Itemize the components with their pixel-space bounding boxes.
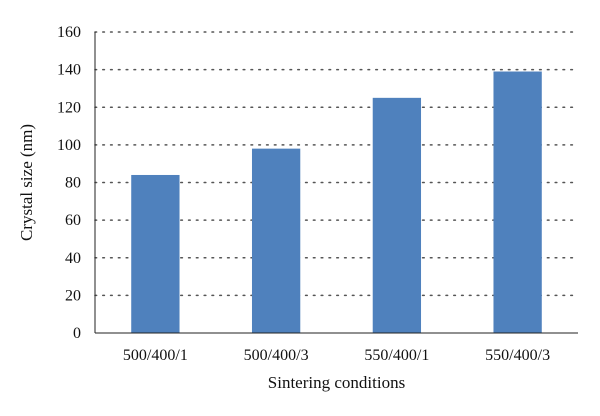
x-tick-label: 550/400/3 (485, 347, 550, 364)
x-tick-label: 550/400/1 (364, 347, 429, 364)
y-tick-label: 140 (57, 62, 81, 79)
bar (131, 174, 180, 333)
bars (131, 71, 542, 333)
y-tick-label: 0 (73, 325, 81, 342)
bar (493, 71, 542, 333)
y-tick-label: 160 (57, 24, 81, 41)
y-tick-label: 120 (57, 99, 81, 116)
x-axis-title: Sintering conditions (268, 373, 405, 392)
x-tick-label: 500/400/1 (123, 347, 188, 364)
x-tick-label: 500/400/3 (244, 347, 309, 364)
bar (372, 97, 422, 333)
y-tick-label: 80 (65, 175, 81, 192)
y-tick-labels: 0 20 40 60 80 100 120 140 160 (57, 24, 81, 342)
y-tick-label: 20 (65, 287, 81, 304)
x-tick-labels: 500/400/1 500/400/3 550/400/1 550/400/3 (123, 347, 550, 364)
gridlines (94, 31, 579, 297)
bar (251, 148, 301, 333)
y-tick-label: 100 (57, 137, 81, 154)
y-tick-label: 40 (65, 250, 81, 267)
y-axis-title: Crystal size (nm) (17, 124, 36, 241)
y-tick-label: 60 (65, 212, 81, 229)
axes (94, 32, 578, 334)
